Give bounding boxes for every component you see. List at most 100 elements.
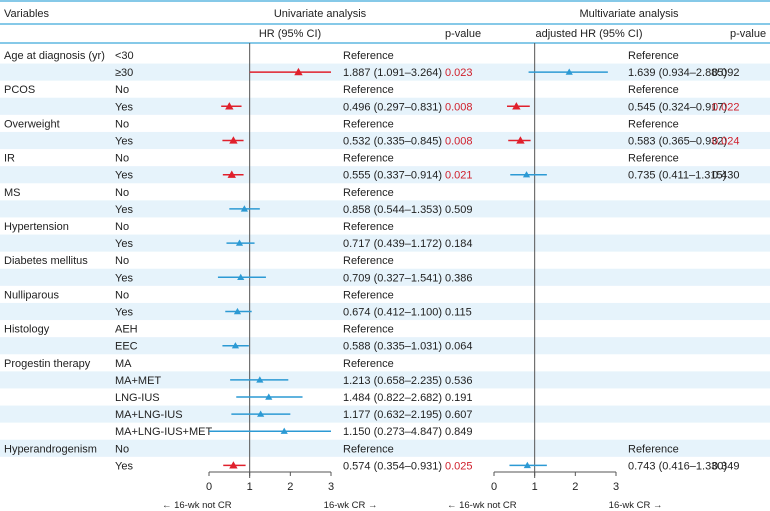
row-stripe	[0, 63, 770, 81]
multivariate-tick-label: 0	[491, 481, 497, 493]
hr-ci-cell: Reference	[343, 324, 394, 336]
hr-ci-cell: Reference	[343, 118, 394, 130]
row-stripes	[0, 63, 770, 457]
hr-ci-cell: 0.496 (0.297–0.831)	[343, 101, 442, 113]
univariate-tick-label: 1	[247, 481, 253, 493]
multivariate-tick-label: 2	[572, 481, 578, 493]
multivariate-hr-marker	[565, 68, 573, 75]
level-cell: No	[115, 255, 129, 267]
hr-ci-cell: Reference	[343, 221, 394, 233]
header-multivariate: Multivariate analysis	[579, 8, 679, 20]
multivariate-left-direction-label: ← 16-wk not CR	[447, 500, 517, 511]
p-value-cell: 0.386	[445, 272, 473, 284]
univariate-hr-marker	[265, 393, 273, 400]
header-variables: Variables	[4, 8, 50, 20]
multivariate-p-value-cell: 0.349	[712, 460, 740, 472]
p-value-cell: 0.023	[445, 67, 473, 79]
row-stripe	[0, 166, 770, 184]
hr-ci-cell: 1.484 (0.822–2.682)	[343, 392, 442, 404]
table-header: Variables Univariate analysis Multivaria…	[4, 8, 766, 40]
p-value-cell: 0.607	[445, 409, 473, 421]
variables-cell: IR	[4, 153, 15, 165]
p-value-cell: 0.008	[445, 136, 473, 148]
header-adjusted-hr-ci: adjusted HR (95% CI)	[536, 28, 643, 40]
hr-ci-cell: 1.150 (0.273–4.847)	[343, 426, 442, 438]
header-lines	[0, 0, 770, 44]
p-value-cell: 0.021	[445, 170, 473, 182]
hr-ci-cell: 0.709 (0.327–1.541)	[343, 272, 442, 284]
univariate-tick-label: 3	[328, 481, 334, 493]
hr-ci-cell: Reference	[343, 187, 394, 199]
level-cell: MA	[115, 358, 132, 370]
adjusted-hr-ci-cell: 0.743 (0.416–1.330)	[628, 460, 727, 472]
hr-ci-cell: 0.717 (0.439–1.172)	[343, 238, 442, 250]
variables-cell: Histology	[4, 324, 50, 336]
level-cell: MA+LNG-IUS	[115, 409, 183, 421]
level-cell: Yes	[115, 272, 133, 284]
level-cell: <30	[115, 50, 134, 62]
p-value-cell: 0.115	[445, 307, 472, 319]
multivariate-p-value-cell: 0.024	[712, 136, 740, 148]
multivariate-hr-marker	[523, 461, 531, 469]
hr-ci-cell: 1.177 (0.632–2.195)	[343, 409, 442, 421]
univariate-hr-marker	[235, 239, 244, 246]
variables-cell: PCOS	[4, 84, 35, 96]
header-p-value-multivariate: p-value	[730, 28, 766, 40]
level-cell: Yes	[115, 101, 133, 113]
row-stripe	[0, 302, 770, 321]
p-value-cell: 0.025	[445, 460, 473, 472]
p-value-cell: 0.191	[445, 392, 473, 404]
level-cell: MA+LNG-IUS+MET	[115, 426, 212, 438]
multivariate-tick-label: 1	[532, 481, 538, 493]
row-stripe	[0, 405, 770, 423]
level-cell: ≥30	[115, 67, 133, 79]
univariate-hr-marker	[237, 273, 245, 280]
level-cell: No	[115, 443, 129, 455]
univariate-hr-marker	[257, 410, 265, 417]
univariate-hr-marker	[225, 102, 234, 110]
variables-cell: Hypertension	[4, 221, 69, 233]
p-value-cell: 0.536	[445, 375, 473, 387]
level-cell: No	[115, 84, 129, 96]
adjusted-hr-ci-cell: Reference	[628, 84, 679, 96]
univariate-left-direction-label: ← 16-wk not CR	[162, 500, 232, 511]
hr-ci-cell: 0.555 (0.337–0.914)	[343, 170, 442, 182]
level-cell: Yes	[115, 460, 133, 472]
p-value-cell: 0.184	[445, 238, 473, 250]
hr-ci-cell: Reference	[343, 84, 394, 96]
univariate-hr-marker	[233, 307, 242, 315]
univariate-tick-label: 2	[287, 481, 293, 493]
level-cell: No	[115, 153, 129, 165]
adjusted-hr-ci-cell: 0.545 (0.324–0.917)	[628, 101, 727, 113]
header-p-value: p-value	[445, 28, 481, 40]
variables-cell: Progestin therapy	[4, 358, 91, 370]
level-cell: No	[115, 187, 129, 199]
hr-ci-cell: Reference	[343, 255, 394, 267]
hr-ci-cell: 1.887 (1.091–3.264)	[343, 67, 442, 79]
level-cell: AEH	[115, 324, 138, 336]
variables-cell: Age at diagnosis (yr)	[4, 50, 105, 62]
row-stripe	[0, 97, 770, 115]
level-cell: Yes	[115, 204, 133, 216]
multivariate-p-value-cell: 0.092	[712, 67, 740, 79]
level-cell: Yes	[115, 238, 133, 250]
multivariate-p-value-cell: 0.022	[712, 101, 740, 113]
adjusted-hr-ci-cell: Reference	[628, 443, 679, 455]
header-univariate: Univariate analysis	[274, 8, 367, 20]
adjusted-hr-ci-cell: 0.735 (0.411–1.315)	[628, 170, 726, 182]
hr-ci-cell: Reference	[343, 443, 394, 455]
univariate-hr-marker	[240, 205, 248, 212]
row-stripe	[0, 439, 770, 457]
chart-marks	[209, 67, 608, 469]
level-cell: LNG-IUS	[115, 392, 160, 404]
univariate-hr-marker	[231, 342, 240, 349]
multivariate-hr-marker	[512, 102, 521, 110]
hr-ci-cell: Reference	[343, 50, 394, 62]
adjusted-hr-ci-cell: 1.639 (0.934–2.885)	[628, 67, 727, 79]
multivariate-hr-marker	[516, 136, 525, 144]
hr-ci-cell: Reference	[343, 358, 394, 370]
p-value-cell: 0.849	[445, 426, 473, 438]
level-cell: Yes	[115, 136, 133, 148]
row-stripe	[0, 268, 770, 286]
